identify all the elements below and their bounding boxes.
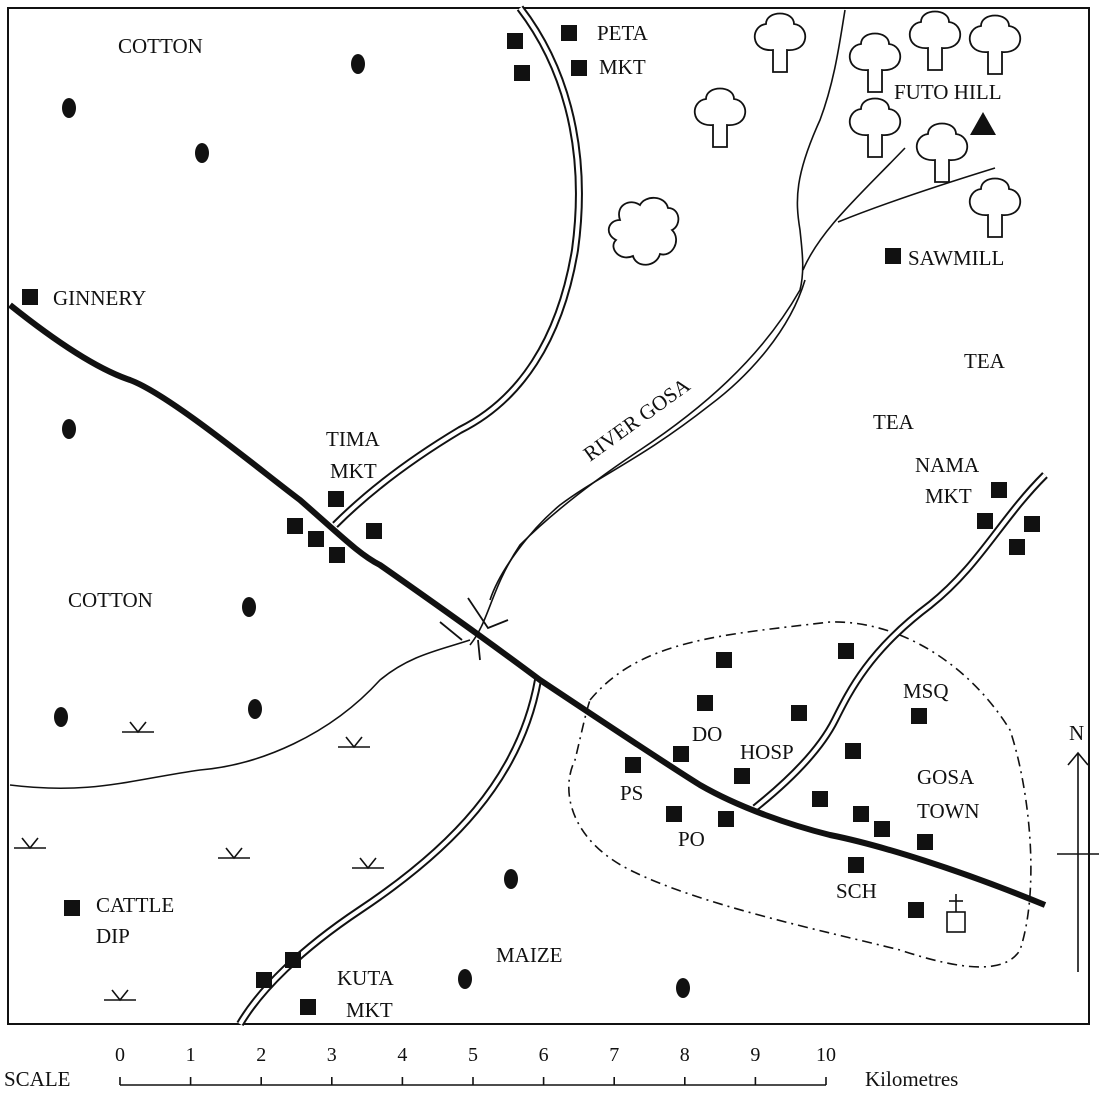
bush-icon xyxy=(607,196,680,266)
label-gosa-2: TOWN xyxy=(917,799,980,823)
north-label: N xyxy=(1069,721,1084,745)
scale-tick-label: 6 xyxy=(539,1044,549,1066)
scale-tick-label: 0 xyxy=(115,1044,125,1066)
label-maize: MAIZE xyxy=(496,943,563,967)
hill-triangle-icon xyxy=(970,112,996,135)
crop-dots xyxy=(54,54,690,998)
scale-tick-label: 10 xyxy=(816,1044,836,1066)
bridge xyxy=(439,597,509,661)
church-icon xyxy=(946,894,966,933)
label-gosa-1: GOSA xyxy=(917,765,975,789)
scale-bar: SCALE Kilometres 0 1 2 3 4 5 6 7 8 9 10 xyxy=(4,1044,958,1091)
label-hosp: HOSP xyxy=(740,740,794,764)
label-ginnery: GINNERY xyxy=(53,286,146,310)
label-tea-2: TEA xyxy=(873,410,915,434)
scale-unit: Kilometres xyxy=(865,1067,958,1091)
scale-label: SCALE xyxy=(4,1067,71,1091)
label-tima-1: TIMA xyxy=(326,427,380,451)
label-cotton-north: COTTON xyxy=(118,34,203,58)
label-futo-hill: FUTO HILL xyxy=(894,80,1002,104)
scale-ticks: 0 1 2 3 4 5 6 7 8 9 10 xyxy=(115,1044,836,1085)
river-gosa xyxy=(469,9,996,646)
scale-tick-label: 4 xyxy=(397,1044,407,1066)
scale-tick-label: 7 xyxy=(609,1044,619,1066)
gosa-town-boundary xyxy=(568,621,1032,968)
scale-tick-label: 3 xyxy=(327,1044,337,1066)
grassland-symbols xyxy=(14,721,384,1002)
label-cattle-dip-1: CATTLE xyxy=(96,893,174,917)
buildings xyxy=(22,25,1040,1015)
label-peta-2: MKT xyxy=(599,55,646,79)
scale-tick-label: 5 xyxy=(468,1044,478,1066)
label-tima-2: MKT xyxy=(330,459,377,483)
label-peta-1: PETA xyxy=(597,21,649,45)
label-cattle-dip-2: DIP xyxy=(96,924,130,948)
label-sch: SCH xyxy=(836,879,877,903)
label-nama-2: MKT xyxy=(925,484,972,508)
north-arrow: N xyxy=(1057,721,1099,972)
label-sawmill: SAWMILL xyxy=(908,246,1004,270)
cotton-boundary xyxy=(9,639,471,790)
label-ps: PS xyxy=(620,781,643,805)
map-frame xyxy=(7,7,1090,1025)
label-do: DO xyxy=(692,722,722,746)
label-msq: MSQ xyxy=(903,679,949,703)
label-kuta-2: MKT xyxy=(346,998,393,1022)
scale-tick-label: 2 xyxy=(256,1044,266,1066)
scale-tick-label: 9 xyxy=(750,1044,760,1066)
scale-tick-label: 1 xyxy=(186,1044,196,1066)
main-road xyxy=(8,302,1047,908)
label-cotton-west: COTTON xyxy=(68,588,153,612)
label-po: PO xyxy=(678,827,705,851)
secondary-roads xyxy=(236,5,1048,1027)
forest-trees xyxy=(607,10,1022,266)
label-nama-1: NAMA xyxy=(915,453,980,477)
label-kuta-1: KUTA xyxy=(337,966,394,990)
scale-tick-label: 8 xyxy=(680,1044,690,1066)
label-tea-1: TEA xyxy=(964,349,1006,373)
